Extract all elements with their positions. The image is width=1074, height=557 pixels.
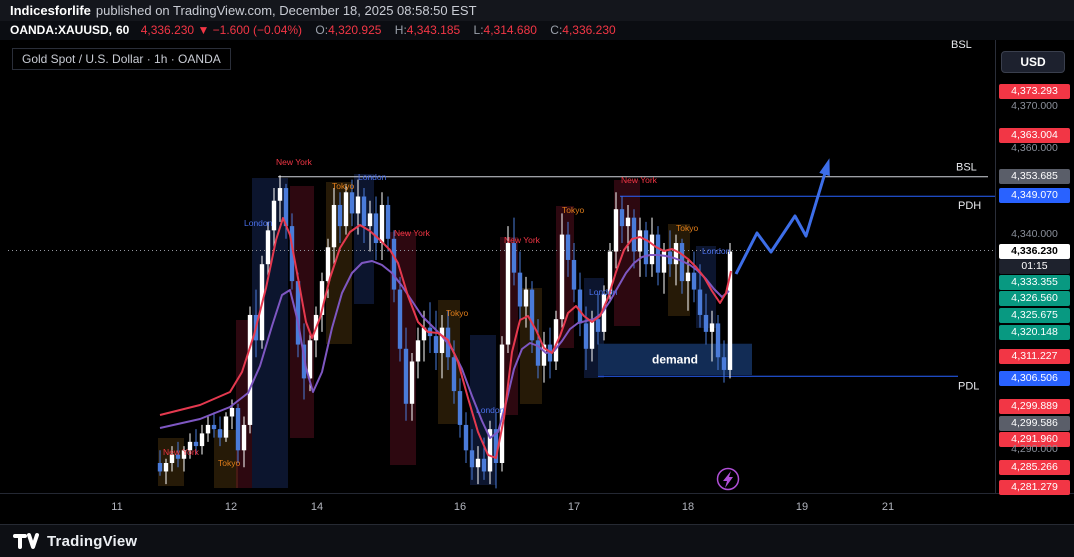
tradingview-brand-text[interactable]: TradingView — [47, 532, 138, 550]
time-axis-label: 19 — [795, 501, 809, 513]
price-axis-label: 4,291.960 — [999, 432, 1070, 447]
demand-label: demand — [652, 352, 698, 366]
price-axis-label: 4,325.675 — [999, 308, 1070, 323]
price-axis-label: 4,320.148 — [999, 325, 1070, 340]
price-axis-label: 4,333.355 — [999, 275, 1070, 290]
session-label: London — [244, 218, 273, 228]
time-axis-label: 11 — [111, 501, 123, 513]
price-axis-label: 4,299.889 — [999, 399, 1070, 414]
session-label: Tokyo — [676, 223, 698, 233]
author-name[interactable]: Indicesforlife — [10, 3, 91, 18]
symbol-info-bar: OANDA:XAUUSD, 60 4,336.230 ▼ −1.600 (−0.0… — [0, 21, 1074, 40]
level-label-pdl: PDL — [958, 380, 979, 392]
level-line-bsl[interactable]: BSL — [278, 162, 988, 178]
high-value: 4,343.185 — [406, 23, 461, 37]
symbol-name[interactable]: OANDA:XAUUSD, — [10, 23, 112, 37]
price-axis-label: 4,281.279 — [999, 480, 1070, 495]
price-axis-label: 4,349.070 — [999, 188, 1070, 203]
price-axis-label: 4,290.000 — [1011, 443, 1058, 455]
bar-countdown: 01:15 — [999, 259, 1070, 274]
ma-fast-line — [159, 217, 732, 459]
time-axis-label: 12 — [224, 501, 238, 513]
arrowhead-icon — [819, 158, 830, 177]
close-label: C: — [550, 23, 563, 37]
session-label: New York — [394, 228, 431, 238]
time-axis-label: 17 — [567, 501, 581, 513]
session-label: Tokyo — [332, 181, 354, 191]
bsl-top-label: BSL — [951, 39, 972, 51]
open-value: 4,320.925 — [328, 23, 382, 37]
time-axis-label: 18 — [681, 501, 695, 513]
session-label: Tokyo — [446, 308, 468, 318]
level-line-pdh[interactable]: PDH — [620, 195, 995, 212]
price-axis[interactable]: USD 4,373.293 4,370.000 4,363.004 4,360.000… — [995, 40, 1074, 495]
price-axis-label: 4,370.000 — [1011, 100, 1058, 112]
session-label: London — [358, 172, 387, 182]
session-label: London — [702, 246, 731, 256]
high-label: H: — [394, 23, 407, 37]
ma-slow-line — [159, 254, 730, 439]
session-label: Tokyo — [218, 458, 240, 468]
price-axis-label: 4,299.586 — [999, 416, 1070, 431]
low-label: L: — [473, 23, 484, 37]
tradingview-logo-icon[interactable] — [12, 532, 40, 550]
level-label-pdh: PDH — [958, 200, 981, 212]
price-axis-label: 4,363.004 — [999, 128, 1070, 143]
session-label: New York — [504, 235, 541, 245]
price-axis-label: 4,311.227 — [999, 349, 1070, 364]
publish-text: published on TradingView.com, December 1… — [95, 3, 477, 18]
level-line-pdl[interactable]: PDL — [598, 375, 979, 392]
open-label: O: — [315, 23, 329, 37]
last-price: 4,336.230 — [140, 23, 195, 37]
publish-info-bar: Indicesforlife published on TradingView.c… — [0, 0, 1074, 21]
price-axis-label: 4,340.000 — [1011, 228, 1058, 240]
close-value: 4,336.230 — [562, 23, 616, 37]
price-axis-label: 4,285.266 — [999, 460, 1070, 475]
chart-legend-title: Gold Spot / U.S. Dollar · 1h · OANDA — [12, 48, 231, 70]
session-label: New York — [276, 157, 313, 167]
demand-zone[interactable]: demand — [598, 343, 752, 376]
footer-bar: TradingView — [0, 524, 1074, 557]
candlesticks — [157, 175, 733, 489]
price-axis-label: 4,326.560 — [999, 291, 1070, 306]
price-axis-label: 4,360.000 — [1011, 142, 1058, 154]
boost-lightning-icon[interactable] — [716, 467, 740, 491]
projection-arrow[interactable] — [734, 158, 830, 275]
session-labels: New York Tokyo London New York Tokyo London Ne… — [163, 157, 731, 468]
time-axis-label: 14 — [310, 501, 324, 513]
session-label: London — [476, 405, 505, 415]
low-value: 4,314.680 — [483, 23, 537, 37]
price-axis-label: 4,373.293 — [999, 84, 1070, 99]
currency-toggle-button[interactable]: USD — [1001, 51, 1065, 73]
time-axis-label: 16 — [453, 501, 467, 513]
price-axis-label: 4,353.685 — [999, 169, 1070, 184]
price-axis-label: 4,306.506 — [999, 371, 1070, 386]
price-axis-label: 4,336.230 — [999, 244, 1070, 259]
time-axis[interactable]: 11 12 14 16 17 18 19 21 — [0, 493, 1074, 524]
session-label: New York — [621, 175, 658, 185]
time-axis-label: 21 — [881, 501, 895, 513]
interval-value[interactable]: 60 — [116, 23, 130, 37]
price-change: ▼ −1.600 (−0.04%) — [197, 23, 303, 37]
session-label: London — [589, 287, 618, 297]
session-label: New York — [163, 447, 200, 457]
level-label-bsl: BSL — [956, 162, 977, 174]
session-label: Tokyo — [562, 205, 584, 215]
